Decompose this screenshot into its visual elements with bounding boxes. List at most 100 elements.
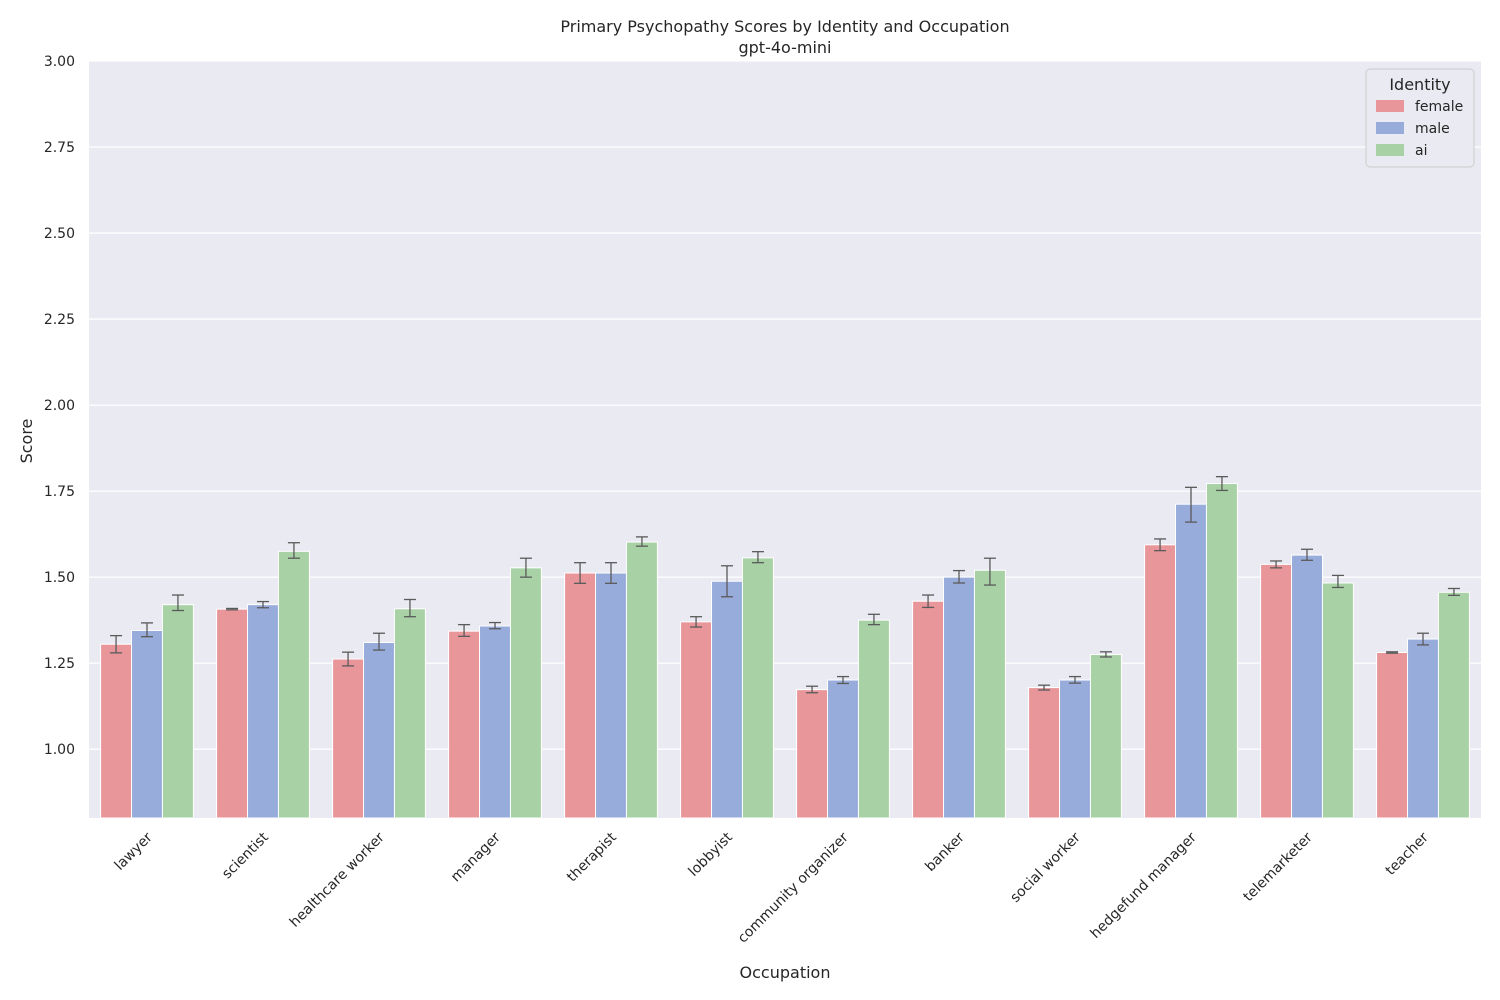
legend-swatch-male: [1376, 122, 1404, 134]
y-tick-label: 1.25: [44, 656, 75, 672]
bar-female: [680, 621, 713, 819]
error-bars: [110, 476, 1460, 694]
legend: Identity female male ai: [1365, 68, 1475, 168]
legend-box: [1365, 68, 1475, 168]
error-bar-male: [953, 569, 965, 584]
x-tick-label: manager: [448, 829, 504, 885]
bar-male: [1407, 638, 1439, 819]
y-tick-label: 2.25: [44, 312, 75, 328]
y-tick-label: 1.00: [44, 742, 75, 758]
bar-male: [247, 604, 279, 819]
error-bar-ai: [867, 613, 880, 626]
error-bar-ai: [1099, 651, 1112, 658]
y-tick-label: 2.00: [44, 398, 75, 414]
bar-male: [1175, 503, 1207, 819]
legend-items: female male ai: [1376, 99, 1463, 159]
bar-male: [479, 625, 511, 819]
y-axis-title: Score: [17, 419, 36, 464]
x-axis-title: Occupation: [740, 963, 831, 982]
error-bar-male: [721, 565, 733, 598]
bar-ai: [1089, 654, 1122, 819]
x-tick-label: lawyer: [112, 829, 156, 873]
error-bar-female: [1154, 538, 1167, 552]
error-bar-male: [373, 632, 385, 651]
error-bar-male: [489, 621, 501, 630]
x-tick-label: banker: [922, 829, 968, 875]
x-tick-label: teacher: [1383, 829, 1432, 878]
bar-ai: [393, 608, 426, 819]
bar-female: [1260, 563, 1293, 819]
bar-ai: [625, 541, 658, 819]
error-bar-ai: [1447, 587, 1460, 597]
bar-male: [943, 576, 975, 819]
legend-swatch-ai: [1376, 144, 1404, 156]
error-bar-male: [257, 600, 269, 609]
error-bar-male: [1185, 486, 1197, 523]
grid-lines: [89, 60, 1481, 750]
x-tick-label: telemarketer: [1240, 829, 1316, 905]
x-tick-label: community organizer: [735, 829, 852, 946]
x-tick-label: hedgefund manager: [1088, 829, 1200, 941]
bar-ai: [741, 557, 774, 819]
x-tick-label: social worker: [1007, 829, 1084, 906]
bar-female: [796, 689, 829, 819]
error-bar-female: [1038, 684, 1051, 691]
bar-male: [131, 629, 163, 819]
error-bar-ai: [287, 542, 300, 559]
error-bar-male: [837, 675, 849, 685]
y-tick-label: 3.00: [44, 54, 75, 70]
bar-female: [448, 630, 481, 819]
bar-female: [1028, 687, 1061, 819]
error-bar-ai: [403, 598, 416, 618]
bar-male: [595, 572, 627, 819]
error-bar-female: [1270, 560, 1283, 569]
error-bar-female: [342, 651, 355, 667]
error-bar-ai: [751, 551, 764, 564]
error-bar-male: [141, 622, 153, 638]
x-tick-labels: lawyer scientist healthcare worker manager t…: [112, 829, 1432, 946]
legend-label-ai: ai: [1415, 143, 1427, 159]
legend-swatch-female: [1376, 100, 1404, 112]
bar-male: [1291, 554, 1323, 819]
error-bar-ai: [635, 536, 648, 547]
bar-ai: [857, 619, 890, 819]
bar-ai: [1437, 591, 1470, 819]
bar-ai: [161, 604, 194, 819]
bar-female: [1144, 544, 1177, 819]
error-bar-male: [1301, 548, 1313, 561]
bars: [100, 483, 1470, 819]
error-bar-male: [1069, 675, 1081, 684]
error-bar-ai: [983, 557, 996, 586]
error-bar-male: [1417, 632, 1429, 646]
bar-male: [1059, 679, 1091, 819]
x-tick-label: scientist: [219, 829, 272, 882]
error-bar-female: [690, 616, 703, 628]
legend-label-male: male: [1415, 121, 1450, 137]
legend-title: Identity: [1389, 75, 1450, 94]
error-bar-female: [806, 685, 819, 694]
error-bar-female: [574, 562, 587, 584]
bar-male: [711, 580, 743, 819]
y-tick-label: 2.75: [44, 140, 75, 156]
error-bar-female: [110, 634, 123, 654]
bar-female: [1376, 651, 1409, 819]
bar-female: [216, 608, 249, 819]
error-bar-female: [226, 607, 239, 611]
error-bar-ai: [1331, 574, 1344, 589]
bar-male: [363, 642, 395, 819]
bar-female: [100, 643, 133, 819]
error-bar-ai: [519, 557, 532, 578]
plot-area: [89, 61, 1481, 818]
y-tick-label: 1.50: [44, 570, 75, 586]
legend-label-female: female: [1415, 99, 1463, 115]
bar-female: [564, 572, 597, 819]
bar-female: [912, 600, 945, 819]
bar-female: [332, 658, 365, 819]
error-bar-male: [605, 562, 617, 584]
x-tick-label: lobbyist: [685, 829, 736, 880]
bar-ai: [509, 567, 542, 819]
error-bar-female: [458, 623, 471, 637]
bar-ai: [1205, 483, 1238, 819]
bar-ai: [973, 569, 1006, 819]
